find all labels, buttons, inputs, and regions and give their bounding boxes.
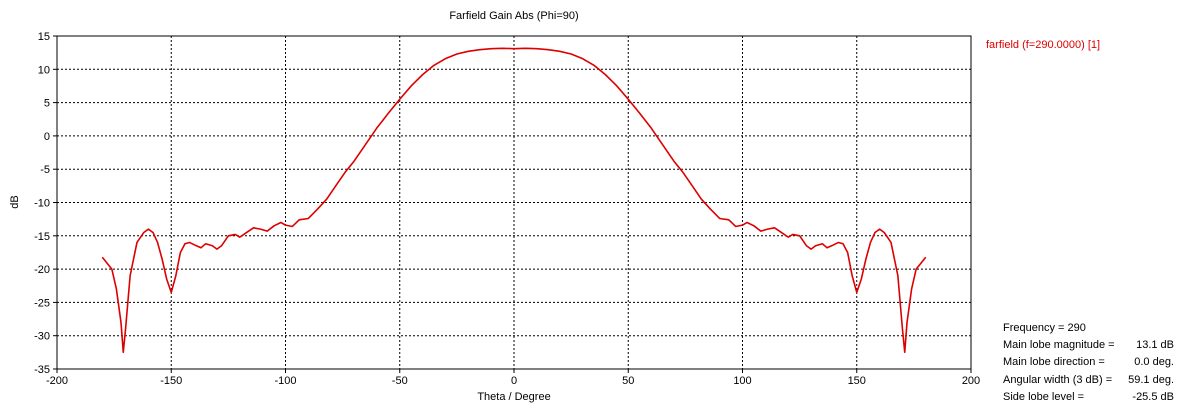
x-tick-label: 0 — [511, 375, 517, 387]
info-label-main-lobe-magnitude: Main lobe magnitude = — [1003, 339, 1115, 351]
info-value-side-lobe-level: -25.5 dB — [1132, 391, 1174, 403]
series-line-farfield — [101, 47, 927, 354]
info-panel: Frequency = 290 Main lobe magnitude = 13… — [1003, 322, 1174, 403]
x-tick-label: -100 — [274, 375, 296, 387]
grid-layer — [57, 36, 971, 369]
info-label-main-lobe-direction: Main lobe direction = — [1003, 356, 1105, 368]
y-tick-label: -15 — [34, 231, 50, 243]
y-tick-label: -25 — [34, 297, 50, 309]
info-label-side-lobe-level: Side lobe level = — [1003, 391, 1084, 403]
y-tick-label: 15 — [38, 31, 50, 43]
legend-entry-farfield: farfield (f=290.0000) [1] — [986, 39, 1100, 51]
y-tick-label: -10 — [34, 198, 50, 210]
x-tick-label: -200 — [46, 375, 68, 387]
series-layer — [101, 47, 927, 354]
x-tick-label: -150 — [160, 375, 182, 387]
info-value-main-lobe-direction: 0.0 deg. — [1134, 356, 1174, 368]
y-axis-title: dB — [9, 195, 21, 208]
x-tick-label: 50 — [622, 375, 634, 387]
y-tick-label: -5 — [40, 164, 50, 176]
x-tick-label: -50 — [392, 375, 408, 387]
x-tick-labels: -200 -150 -100 -50 0 50 100 150 200 — [46, 369, 980, 387]
y-tick-label: 5 — [44, 98, 50, 110]
y-tick-label: -20 — [34, 264, 50, 276]
info-label-frequency: Frequency = 290 — [1003, 322, 1086, 334]
info-label-angular-width: Angular width (3 dB) = — [1003, 374, 1112, 386]
x-tick-label: 150 — [848, 375, 866, 387]
info-value-angular-width: 59.1 deg. — [1128, 374, 1174, 386]
y-tick-labels: 15 10 5 0 -5 -10 -15 -20 -25 -30 -35 — [34, 31, 57, 376]
info-value-main-lobe-magnitude: 13.1 dB — [1136, 339, 1174, 351]
x-tick-label: 200 — [962, 375, 980, 387]
x-tick-label: 100 — [733, 375, 751, 387]
x-axis-title: Theta / Degree — [477, 391, 550, 403]
y-tick-label: 10 — [38, 64, 50, 76]
chart-title: Farfield Gain Abs (Phi=90) — [449, 10, 578, 22]
y-tick-label: -35 — [34, 364, 50, 376]
y-tick-label: -30 — [34, 331, 50, 343]
y-tick-label: 0 — [44, 131, 50, 143]
